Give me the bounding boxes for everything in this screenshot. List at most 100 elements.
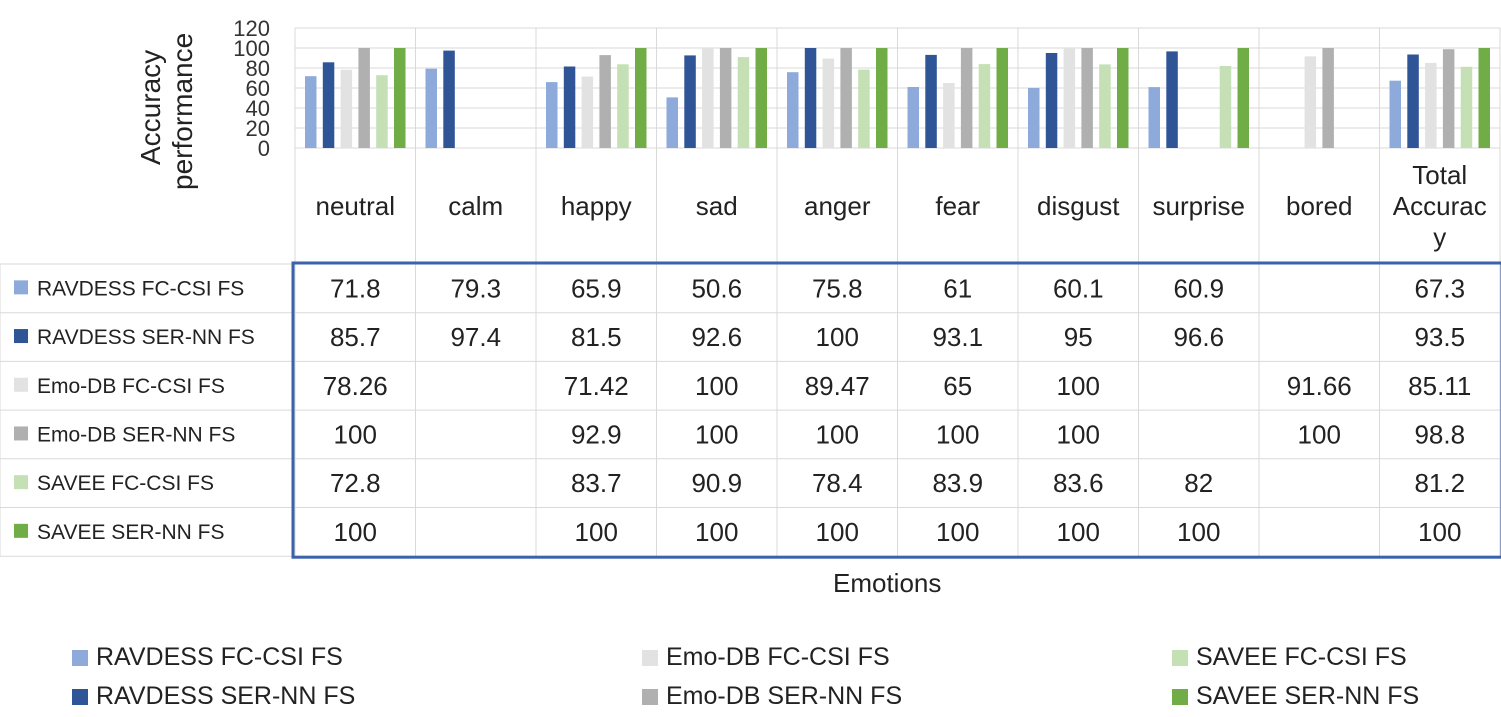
data-label: 83.6 bbox=[1053, 468, 1104, 498]
table-row-label: SAVEE SER-NN FS bbox=[37, 521, 224, 544]
bar bbox=[1063, 48, 1076, 148]
bar bbox=[804, 48, 817, 148]
data-label: 93.5 bbox=[1414, 322, 1465, 352]
legend-item: RAVDESS SER-NN FS bbox=[72, 682, 355, 711]
data-label: 100 bbox=[695, 371, 738, 401]
data-label: 100 bbox=[334, 517, 377, 547]
legend-item: Emo-DB SER-NN FS bbox=[642, 682, 902, 711]
legend-item: SAVEE FC-CSI FS bbox=[1172, 643, 1407, 672]
table-row-swatch bbox=[14, 280, 28, 295]
data-label: 100 bbox=[695, 419, 738, 449]
y-tick-label: 80 bbox=[246, 56, 270, 81]
data-label: 65 bbox=[943, 371, 972, 401]
legend-item: Emo-DB FC-CSI FS bbox=[642, 643, 890, 672]
legend-label: SAVEE FC-CSI FS bbox=[1196, 643, 1407, 671]
legend-item: RAVDESS FC-CSI FS bbox=[72, 643, 343, 672]
bar bbox=[876, 48, 888, 148]
bar bbox=[1322, 48, 1334, 148]
table-row-swatch bbox=[14, 426, 28, 441]
table-row-swatch bbox=[14, 329, 28, 344]
table-row-label: Emo-DB SER-NN FS bbox=[37, 423, 235, 446]
bar bbox=[1045, 53, 1058, 148]
bar bbox=[563, 66, 576, 148]
bar bbox=[684, 55, 696, 148]
data-label: 100 bbox=[695, 517, 738, 547]
bar bbox=[394, 48, 406, 148]
y-tick-label: 40 bbox=[246, 96, 270, 121]
data-label: 100 bbox=[1057, 371, 1100, 401]
bar bbox=[635, 48, 647, 148]
data-label: 71.42 bbox=[564, 371, 629, 401]
bar bbox=[1460, 66, 1473, 148]
data-label: 60.1 bbox=[1053, 273, 1104, 303]
legend-item: SAVEE SER-NN FS bbox=[1172, 682, 1419, 711]
bar bbox=[1442, 49, 1455, 149]
table-row-label: RAVDESS SER-NN FS bbox=[37, 326, 255, 349]
data-label: 100 bbox=[936, 419, 979, 449]
legend-swatch bbox=[642, 688, 658, 705]
bar bbox=[1219, 66, 1232, 148]
legend-swatch bbox=[642, 649, 658, 666]
data-label: 100 bbox=[1057, 517, 1100, 547]
bar bbox=[943, 83, 955, 148]
bar bbox=[737, 57, 750, 148]
legend-swatch bbox=[1172, 688, 1188, 705]
data-label: 85.11 bbox=[1408, 371, 1471, 401]
data-label: 92.6 bbox=[691, 322, 742, 352]
bar bbox=[996, 48, 1008, 148]
data-label: 100 bbox=[1177, 517, 1220, 547]
x-tick-label: Total bbox=[1412, 160, 1467, 190]
data-label: 81.2 bbox=[1414, 468, 1465, 498]
data-label: 92.9 bbox=[571, 419, 622, 449]
bar bbox=[1389, 80, 1401, 148]
legend-swatch bbox=[72, 649, 88, 666]
y-axis-title-line1: Accuracy bbox=[135, 49, 166, 165]
bar bbox=[925, 54, 937, 148]
bar bbox=[425, 68, 437, 148]
data-label: 100 bbox=[816, 517, 859, 547]
data-label: 82 bbox=[1184, 468, 1213, 498]
y-tick-label: 20 bbox=[246, 116, 270, 141]
data-label: 50.6 bbox=[691, 273, 742, 303]
highlight-box bbox=[291, 261, 1501, 559]
data-label: 72.8 bbox=[330, 468, 381, 498]
table-row-swatch bbox=[14, 523, 28, 538]
bar bbox=[1081, 48, 1093, 148]
bar bbox=[1117, 48, 1129, 148]
data-label: 97.4 bbox=[450, 322, 501, 352]
legend-label: RAVDESS SER-NN FS bbox=[96, 682, 356, 710]
table-row-swatch bbox=[14, 475, 28, 490]
data-label: 100 bbox=[575, 517, 618, 547]
x-tick-label: surprise bbox=[1153, 191, 1245, 221]
x-tick-label: calm bbox=[448, 191, 503, 221]
x-axis-title: Emotions bbox=[833, 568, 942, 598]
data-label: 100 bbox=[816, 419, 859, 449]
data-label: 96.6 bbox=[1173, 322, 1224, 352]
bar bbox=[787, 72, 799, 148]
data-label: 75.8 bbox=[812, 273, 863, 303]
table-row-label: Emo-DB FC-CSI FS bbox=[37, 375, 225, 398]
data-label: 83.9 bbox=[932, 468, 983, 498]
data-label: 67.3 bbox=[1414, 273, 1465, 303]
data-label: 100 bbox=[1298, 419, 1341, 449]
data-label: 65.9 bbox=[571, 273, 622, 303]
data-label: 95 bbox=[1064, 322, 1093, 352]
data-label: 93.1 bbox=[932, 322, 983, 352]
data-label: 98.8 bbox=[1414, 419, 1465, 449]
legend: RAVDESS FC-CSI FS RAVDESS SER-NN FS Emo-… bbox=[0, 638, 1501, 717]
x-tick-label: disgust bbox=[1037, 191, 1120, 221]
y-tick-label: 0 bbox=[258, 136, 270, 161]
data-label: 85.7 bbox=[330, 322, 381, 352]
bar bbox=[840, 48, 852, 148]
bar bbox=[1304, 56, 1317, 149]
bar bbox=[719, 48, 732, 148]
data-label: 79.3 bbox=[450, 273, 501, 303]
y-tick-label: 100 bbox=[233, 36, 270, 61]
bar bbox=[702, 48, 714, 148]
x-tick-label: bored bbox=[1286, 191, 1353, 221]
legend-label: RAVDESS FC-CSI FS bbox=[96, 643, 343, 671]
bar bbox=[322, 62, 335, 148]
x-tick-label: Accurac bbox=[1393, 191, 1487, 221]
legend-swatch bbox=[72, 688, 88, 705]
x-tick-label: neutral bbox=[316, 191, 396, 221]
